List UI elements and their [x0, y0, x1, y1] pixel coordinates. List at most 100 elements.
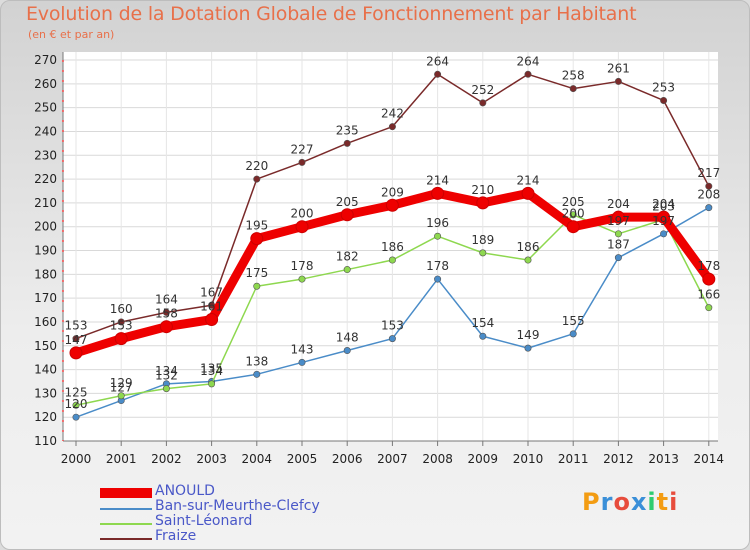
data-label: 127 — [110, 381, 133, 395]
y-tick-label: 270 — [34, 53, 57, 67]
data-label: 186 — [381, 240, 404, 254]
data-point — [253, 175, 261, 183]
data-label: 203 — [652, 200, 675, 214]
legend-swatch — [100, 523, 152, 525]
logo-letter: i — [647, 488, 657, 516]
data-point — [524, 70, 532, 78]
data-label: 197 — [607, 214, 630, 228]
y-tick-label: 170 — [34, 291, 57, 305]
y-tick-label: 120 — [34, 410, 57, 424]
y-tick-label: 200 — [34, 220, 57, 234]
data-point — [614, 230, 622, 238]
data-label: 208 — [697, 188, 720, 202]
data-label: 186 — [517, 240, 540, 254]
data-label: 153 — [381, 319, 404, 333]
data-label: 205 — [562, 195, 585, 209]
data-point — [298, 275, 306, 283]
data-point — [343, 266, 351, 274]
data-label: 214 — [517, 173, 540, 187]
y-tick-label: 240 — [34, 124, 57, 138]
data-point — [72, 335, 80, 343]
x-tick-label: 2012 — [603, 452, 634, 466]
x-tick-label: 2000 — [61, 452, 92, 466]
data-label: 160 — [110, 302, 133, 316]
y-tick-label: 160 — [34, 315, 57, 329]
data-point — [614, 77, 622, 85]
y-tick-label: 210 — [34, 196, 57, 210]
data-label: 148 — [336, 331, 359, 345]
data-label: 134 — [200, 364, 223, 378]
data-label: 196 — [426, 216, 449, 230]
data-label: 200 — [291, 207, 314, 221]
y-tick-label: 180 — [34, 267, 57, 281]
data-label: 132 — [155, 369, 178, 383]
logo-letter: o — [613, 488, 631, 516]
data-point — [657, 210, 671, 224]
y-tick-label: 130 — [34, 386, 57, 400]
data-label: 143 — [291, 342, 314, 356]
legend-label: ANOULD — [155, 483, 215, 499]
data-label: 227 — [291, 142, 314, 156]
data-label: 147 — [65, 333, 88, 347]
data-point — [479, 99, 487, 107]
plot-area — [63, 52, 718, 441]
data-label: 189 — [471, 233, 494, 247]
data-point — [524, 344, 532, 352]
y-tick-label: 190 — [34, 244, 57, 258]
data-point — [614, 254, 622, 262]
data-label: 205 — [336, 195, 359, 209]
data-point — [521, 186, 535, 200]
data-point — [388, 335, 396, 343]
data-point — [205, 313, 219, 327]
data-label: 175 — [245, 266, 268, 280]
data-label: 167 — [200, 285, 223, 299]
logo-letter: t — [656, 488, 670, 516]
data-label: 153 — [65, 319, 88, 333]
data-label: 155 — [562, 314, 585, 328]
data-label: 264 — [426, 54, 449, 68]
x-tick-label: 2011 — [558, 452, 589, 466]
data-point — [114, 332, 128, 346]
x-tick-label: 2004 — [242, 452, 273, 466]
data-label: 210 — [471, 183, 494, 197]
data-point — [705, 304, 713, 312]
data-point — [72, 401, 80, 409]
data-point — [117, 318, 125, 326]
data-label: 209 — [381, 185, 404, 199]
data-point — [660, 96, 668, 104]
y-tick-label: 220 — [34, 172, 57, 186]
data-point — [705, 182, 713, 190]
data-label: 166 — [697, 288, 720, 302]
legend-label: Fraize — [155, 528, 197, 544]
data-label: 197 — [652, 214, 675, 228]
data-label: 135 — [200, 361, 223, 375]
data-point — [702, 272, 716, 286]
data-point — [660, 230, 668, 238]
data-point — [250, 232, 264, 246]
x-tick-label: 2010 — [513, 452, 544, 466]
data-point — [569, 85, 577, 93]
x-tick-label: 2006 — [332, 452, 363, 466]
data-point — [159, 320, 173, 334]
legend-label: Ban-sur-Meurthe-Clefcy — [155, 498, 320, 514]
data-point — [705, 204, 713, 212]
logo-letter: r — [600, 488, 614, 516]
data-label: 149 — [517, 328, 540, 342]
data-point — [434, 232, 442, 240]
data-label: 161 — [200, 300, 223, 314]
data-point — [298, 358, 306, 366]
proxiti-logo: Proxiti — [582, 488, 678, 516]
data-label: 264 — [517, 54, 540, 68]
data-label: 235 — [336, 123, 359, 137]
logo-letter: i — [669, 488, 679, 516]
x-tick-label: 2008 — [422, 452, 453, 466]
data-label: 120 — [65, 397, 88, 411]
x-tick-label: 2007 — [377, 452, 408, 466]
data-label: 158 — [155, 307, 178, 321]
x-tick-label: 2001 — [106, 452, 137, 466]
data-point — [434, 70, 442, 78]
data-label: 125 — [65, 385, 88, 399]
data-point — [69, 346, 83, 360]
data-label: 204 — [652, 197, 675, 211]
data-label: 129 — [110, 376, 133, 390]
